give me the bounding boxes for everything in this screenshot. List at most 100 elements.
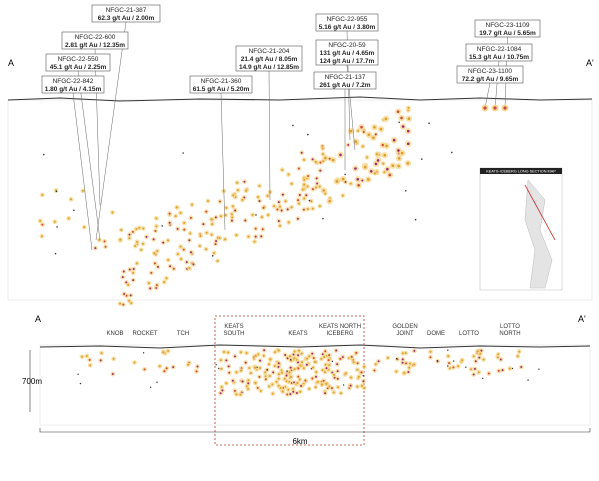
drill-intercept xyxy=(133,361,136,364)
drill-intercept xyxy=(149,287,152,290)
drill-intercept xyxy=(185,261,188,264)
drill-intercept xyxy=(235,234,238,237)
drill-point xyxy=(398,121,400,124)
callout-hole-id: NFGC-22-955 xyxy=(327,16,368,23)
drill-intercept xyxy=(243,180,246,183)
drill-intercept xyxy=(429,350,432,353)
drill-intercept xyxy=(40,235,43,238)
legend-map xyxy=(524,179,553,289)
drill-intercept xyxy=(227,365,230,368)
drill-point xyxy=(447,349,449,351)
drill-intercept xyxy=(384,117,388,121)
callout-assay: 15.3 g/t Au / 10.75m xyxy=(469,54,529,61)
drill-intercept xyxy=(202,223,205,226)
zone-label: KEATS NORTH ICEBERG xyxy=(319,324,361,337)
callout-hole-id: NFGC-21-137 xyxy=(325,74,366,81)
drill-intercept xyxy=(356,362,359,365)
drill-intercept xyxy=(241,198,244,201)
drill-intercept xyxy=(320,357,323,360)
callout-leader xyxy=(94,48,101,206)
drill-intercept xyxy=(375,153,378,156)
drill-intercept xyxy=(254,366,257,369)
drill-intercept xyxy=(131,230,134,233)
drill-intercept xyxy=(472,355,475,358)
drill-intercept xyxy=(497,369,500,372)
zone-label-part: LOTTO xyxy=(500,324,520,330)
zone-label-part: KEATS NORTH xyxy=(319,324,361,330)
drill-intercept xyxy=(254,381,257,384)
drill-intercept xyxy=(297,202,300,205)
drill-intercept xyxy=(354,140,358,143)
section-label-left: A xyxy=(8,58,14,68)
callout-box xyxy=(315,13,379,32)
drill-intercept xyxy=(360,384,363,387)
callout-hole-id: NFGC-22-1084 xyxy=(477,46,522,53)
drill-intercept xyxy=(295,391,298,394)
drill-intercept xyxy=(332,391,335,394)
drill-intercept xyxy=(397,157,401,160)
callout-hole-id: NFGC-20-59 xyxy=(328,42,366,49)
drill-intercept xyxy=(275,380,278,383)
drill-intercept xyxy=(211,223,214,226)
drill-intercept xyxy=(227,351,230,354)
drill-intercept xyxy=(301,188,304,191)
drill-intercept xyxy=(259,389,262,392)
drill-point xyxy=(538,368,540,370)
drill-intercept xyxy=(335,349,338,352)
drill-intercept xyxy=(287,173,290,176)
drill-intercept xyxy=(127,283,130,286)
drill-intercept xyxy=(142,227,145,230)
section-label-right: A' xyxy=(586,58,594,68)
drill-point xyxy=(428,122,430,125)
drill-intercept xyxy=(103,240,106,243)
drill-intercept xyxy=(221,389,224,392)
callout-assay: 45.1 g/t Au / 2.25m xyxy=(50,64,107,71)
drill-intercept xyxy=(337,386,340,389)
drill-point xyxy=(142,352,145,354)
zone-label: LOTTO NORTH xyxy=(499,324,520,337)
drill-point xyxy=(255,214,257,216)
drill-intercept xyxy=(254,227,257,230)
drill-intercept xyxy=(407,142,410,146)
drill-intercept xyxy=(183,221,186,224)
drill-intercept xyxy=(155,225,158,228)
callout-hole-id: NFGC-23-1109 xyxy=(486,22,530,29)
drill-intercept xyxy=(306,357,309,360)
drill-point xyxy=(452,360,455,362)
drill-intercept xyxy=(319,161,322,164)
callout-assay: 131 g/t Au / 4.65m xyxy=(320,50,375,57)
drill-intercept xyxy=(383,171,386,174)
callout-hole-id: NFGC-21-387 xyxy=(106,7,147,14)
drill-intercept xyxy=(322,379,325,382)
drill-intercept xyxy=(99,359,102,362)
drill-intercept xyxy=(306,207,309,210)
drill-intercept xyxy=(281,390,284,393)
callout-hole-id: NFGC-22-600 xyxy=(75,34,116,41)
drill-intercept xyxy=(119,238,122,241)
drill-intercept xyxy=(67,217,70,220)
drill-intercept xyxy=(374,363,377,366)
drill-intercept xyxy=(406,162,410,165)
drill-intercept xyxy=(314,186,317,189)
drill-intercept xyxy=(315,371,318,374)
drill-intercept xyxy=(306,185,309,188)
drill-point xyxy=(42,153,45,156)
drill-intercept xyxy=(240,369,243,372)
drill-intercept xyxy=(241,380,244,383)
drill-intercept xyxy=(147,282,150,285)
drill-intercept xyxy=(205,210,208,213)
drill-intercept xyxy=(53,220,56,223)
drill-intercept xyxy=(224,214,227,217)
drill-intercept xyxy=(128,237,131,240)
drill-intercept xyxy=(349,384,352,387)
drill-intercept xyxy=(366,156,369,159)
drill-intercept xyxy=(318,205,321,208)
drill-intercept xyxy=(349,182,352,185)
drill-intercept xyxy=(280,209,283,212)
drill-point xyxy=(55,190,58,193)
zone-label-part: JOINT xyxy=(396,331,414,337)
drill-intercept xyxy=(311,377,314,380)
drill-intercept xyxy=(121,276,124,279)
drill-intercept xyxy=(277,219,280,222)
drill-point xyxy=(73,209,75,212)
